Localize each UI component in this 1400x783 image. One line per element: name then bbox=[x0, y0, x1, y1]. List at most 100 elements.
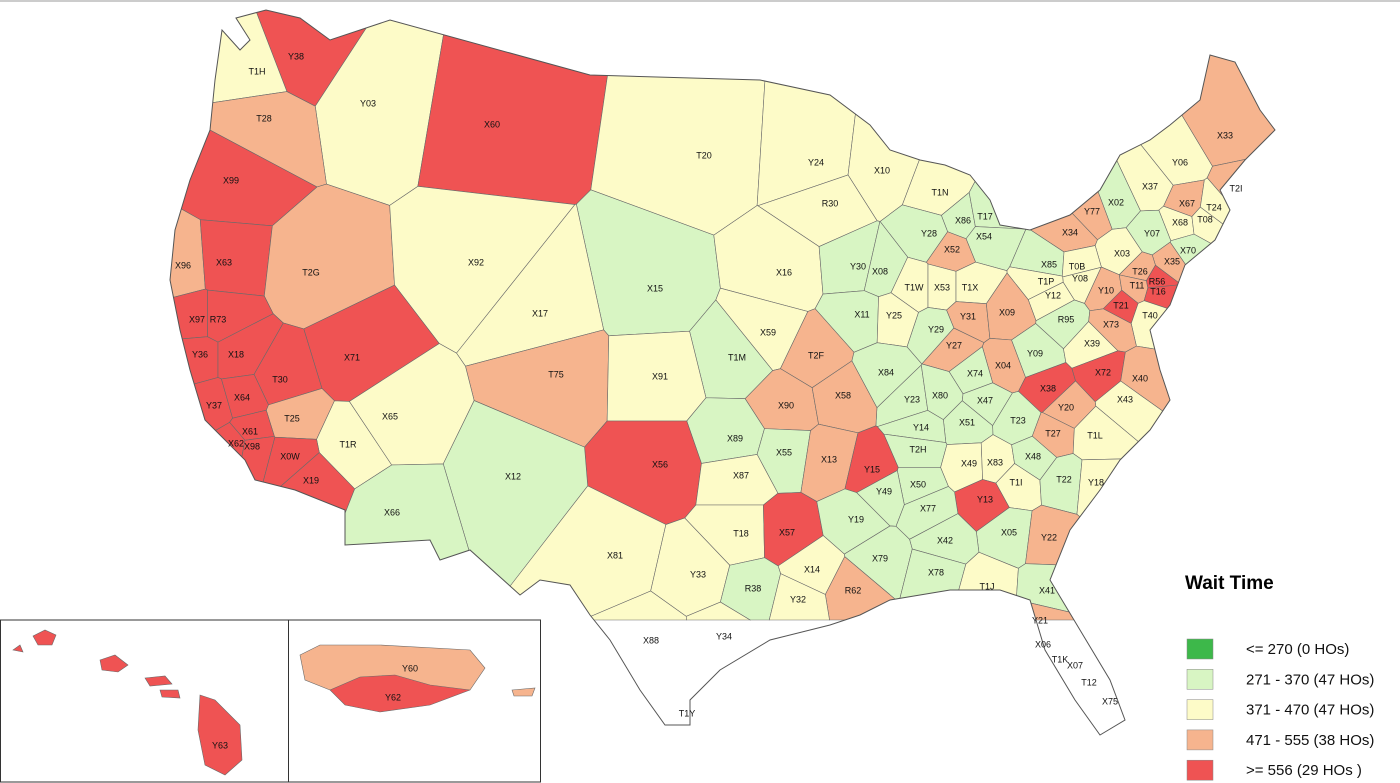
legend-swatch bbox=[1186, 669, 1214, 690]
region-label: X65 bbox=[382, 411, 398, 421]
region bbox=[685, 601, 752, 621]
region-label: X43 bbox=[1117, 394, 1133, 404]
region-label: T22 bbox=[1056, 474, 1072, 484]
region-label: X04 bbox=[995, 360, 1011, 370]
region-label: X87 bbox=[733, 470, 749, 480]
region-label: X59 bbox=[760, 327, 776, 337]
region-label: Y03 bbox=[360, 98, 376, 108]
region-label: T1P bbox=[1038, 276, 1055, 286]
region-label: X55 bbox=[776, 447, 792, 457]
region-label: T1L bbox=[1087, 430, 1103, 440]
region-label: Y13 bbox=[977, 494, 993, 504]
region-label: R62 bbox=[845, 585, 862, 595]
region-label: X83 bbox=[987, 457, 1003, 467]
region-label: X74 bbox=[967, 368, 983, 378]
region-label: X67 bbox=[1179, 198, 1195, 208]
region-label: X62 bbox=[228, 438, 244, 448]
region-label: T1X bbox=[962, 282, 979, 292]
region-label: X88 bbox=[643, 635, 659, 645]
legend-swatch bbox=[1186, 638, 1214, 660]
region-label: X16 bbox=[776, 267, 792, 277]
region-label: X09 bbox=[999, 307, 1015, 317]
region-label: X41 bbox=[1039, 585, 1055, 595]
region-label: Y23 bbox=[904, 394, 920, 404]
region-label: Y60 bbox=[402, 663, 418, 673]
region-label: Y18 bbox=[1088, 477, 1104, 487]
region-label: Y63 bbox=[212, 740, 228, 750]
legend-label: >= 556 (29 HOs ) bbox=[1246, 762, 1362, 779]
region-label: T12 bbox=[1081, 677, 1097, 687]
region-label: X12 bbox=[505, 471, 521, 481]
region-label: X17 bbox=[532, 308, 548, 318]
region-label: X66 bbox=[384, 507, 400, 517]
region-label: Y10 bbox=[1098, 285, 1114, 295]
region-label: X52 bbox=[944, 244, 960, 254]
region-label: Y62 bbox=[385, 692, 401, 702]
region-label: X15 bbox=[647, 283, 663, 293]
region-label: T2G bbox=[302, 267, 320, 277]
region-label: Y37 bbox=[206, 400, 222, 410]
region-label: X10 bbox=[874, 165, 890, 175]
region-label: T1N bbox=[931, 187, 948, 197]
region-label: X07 bbox=[1067, 660, 1083, 670]
region-label: X0W bbox=[280, 451, 300, 461]
region-label: X11 bbox=[854, 309, 869, 319]
region-label: X48 bbox=[1025, 451, 1041, 461]
region bbox=[197, 694, 243, 776]
region-label: Y28 bbox=[921, 228, 937, 238]
region-label: Y14 bbox=[913, 422, 929, 432]
region bbox=[768, 573, 830, 621]
region bbox=[511, 687, 536, 697]
region-label: Y21 bbox=[1032, 615, 1048, 625]
region bbox=[159, 689, 181, 699]
region-label: T1R bbox=[339, 439, 357, 449]
region-label: T18 bbox=[733, 528, 749, 538]
region-label: T1K bbox=[1052, 654, 1069, 664]
region-label: Y38 bbox=[288, 51, 304, 61]
region-label: X13 bbox=[821, 454, 837, 464]
region-label: X63 bbox=[216, 257, 232, 267]
region-label: T27 bbox=[1045, 428, 1061, 438]
region-label: X35 bbox=[1164, 256, 1180, 266]
region bbox=[144, 675, 173, 687]
region-label: Y33 bbox=[690, 569, 706, 579]
region-label: X03 bbox=[1114, 248, 1130, 258]
region-label: Y31 bbox=[960, 311, 976, 321]
region-label: X57 bbox=[779, 527, 795, 537]
region-label: X71 bbox=[344, 352, 360, 362]
region-label: X84 bbox=[878, 367, 894, 377]
region-label: Y12 bbox=[1045, 290, 1061, 300]
region-label: X91 bbox=[652, 371, 668, 381]
region bbox=[99, 654, 129, 673]
region bbox=[32, 629, 57, 646]
region-label: X90 bbox=[778, 400, 794, 410]
region-label: X70 bbox=[1180, 245, 1196, 255]
region-label: T20 bbox=[696, 150, 712, 160]
region-label: Y08 bbox=[1072, 273, 1088, 283]
region-label: X68 bbox=[1172, 217, 1188, 227]
region-label: X54 bbox=[976, 231, 992, 241]
region-label: T2H bbox=[909, 444, 926, 454]
region-label: Y20 bbox=[1058, 402, 1074, 412]
region-label: X89 bbox=[727, 433, 743, 443]
region-label: X75 bbox=[1102, 696, 1118, 706]
region-label: X06 bbox=[1035, 639, 1051, 649]
region-label: Y32 bbox=[790, 594, 806, 604]
region-label: X96 bbox=[175, 260, 191, 270]
region-label: X37 bbox=[1142, 181, 1158, 191]
region-label: X33 bbox=[1217, 130, 1233, 140]
region-label: X61 bbox=[242, 426, 258, 436]
region-label: Y19 bbox=[848, 514, 864, 524]
region-label: X02 bbox=[1108, 197, 1124, 207]
region-label: X53 bbox=[934, 282, 950, 292]
region-label: Y49 bbox=[876, 486, 892, 496]
region-label: X80 bbox=[932, 390, 948, 400]
region-label: Y34 bbox=[716, 631, 732, 641]
region-label: Y27 bbox=[946, 340, 962, 350]
region-label: R73 bbox=[210, 314, 227, 324]
region-label: X85 bbox=[1041, 259, 1057, 269]
region-label: T24 bbox=[1206, 202, 1222, 212]
region-label: X38 bbox=[1040, 383, 1056, 393]
region-label: X39 bbox=[1084, 338, 1100, 348]
